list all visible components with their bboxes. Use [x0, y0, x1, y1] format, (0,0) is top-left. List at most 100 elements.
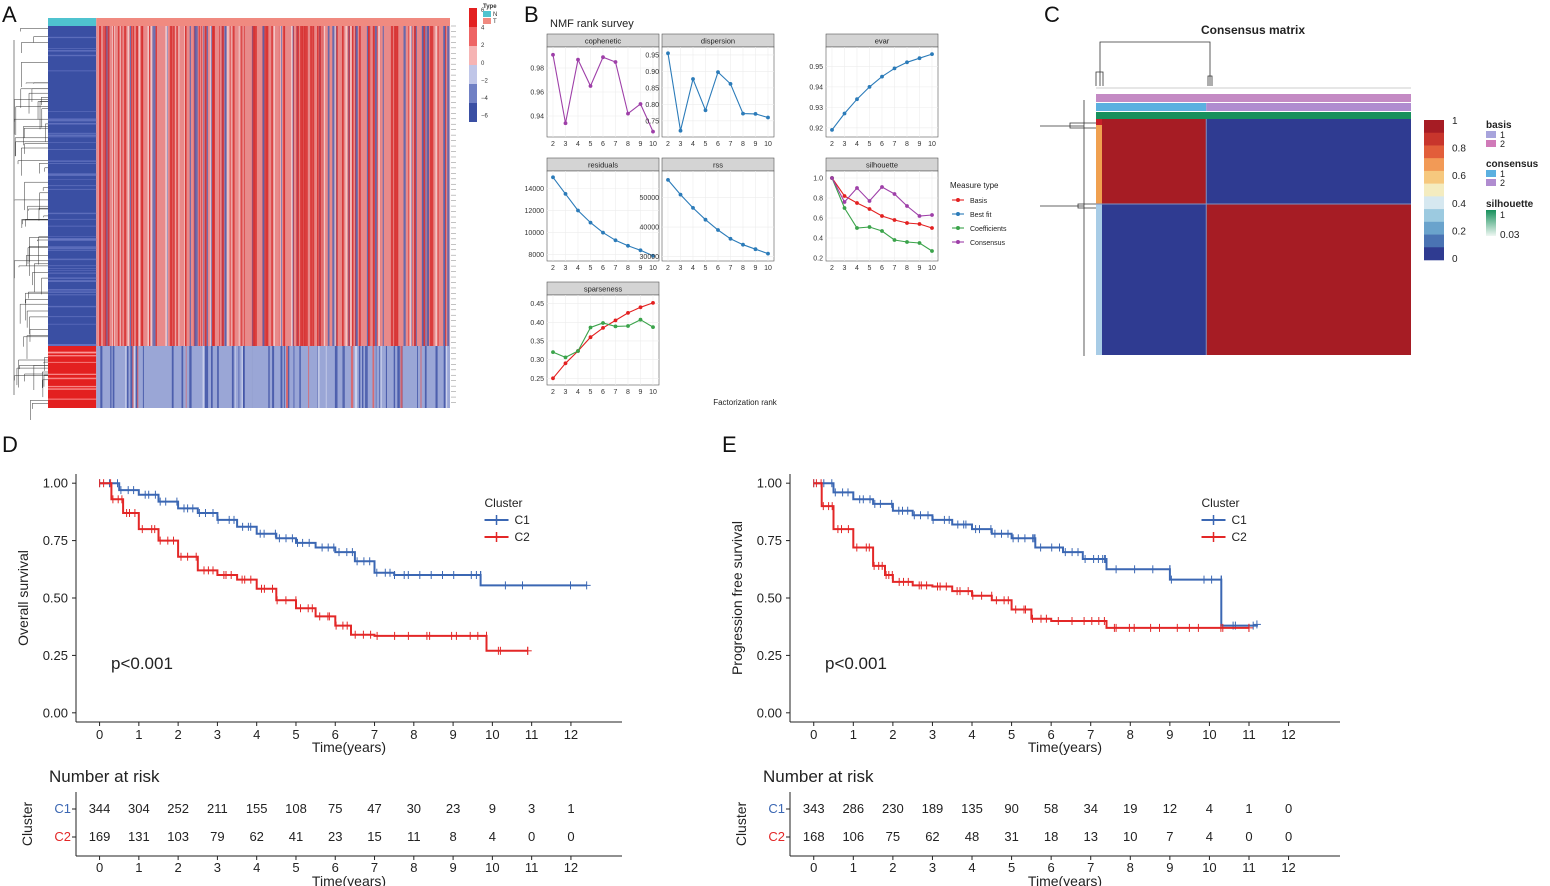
data-point	[842, 194, 847, 198]
data-point	[576, 208, 580, 213]
heat-stripe	[323, 26, 326, 346]
heat-stripe	[251, 346, 253, 408]
heat-stripe	[379, 26, 381, 346]
heat-stripe	[429, 26, 432, 346]
heat-row-stripe	[48, 268, 97, 269]
heat-stripe	[155, 26, 157, 346]
heat-stripe	[201, 26, 202, 346]
x-tick-label: 8	[626, 141, 630, 148]
risk-count: 286	[842, 801, 864, 816]
y-tick-label: 0.96	[530, 90, 544, 97]
x-tick-label: 4	[576, 141, 580, 148]
heat-row-stripe	[48, 173, 97, 175]
data-point	[917, 241, 922, 245]
x-tick-label: 10	[928, 141, 936, 148]
data-point	[613, 324, 618, 329]
x-tick-label: 4	[576, 265, 580, 272]
heat-stripe	[181, 346, 184, 408]
heat-stripe	[150, 26, 153, 346]
data-point	[551, 52, 555, 57]
heat-stripe	[238, 346, 240, 408]
data-point	[588, 220, 593, 225]
risk-count: 23	[328, 829, 342, 844]
legend-basis-title: basis	[1486, 120, 1512, 131]
risk-table-ylabel: Cluster	[733, 801, 749, 846]
heat-stripe	[445, 346, 448, 408]
facet-label-residuals: residuals	[588, 161, 618, 170]
color-scale-step	[1424, 145, 1444, 159]
x-tick-label: 8	[410, 727, 417, 742]
data-point	[930, 226, 934, 230]
x-tick-label: 12	[564, 727, 578, 742]
x-tick-label: 9	[449, 727, 456, 742]
risk-count: 75	[886, 829, 900, 844]
data-point	[678, 128, 683, 133]
heat-stripe	[189, 26, 191, 346]
x-tick-label: 5	[1008, 727, 1015, 742]
heat-stripe	[142, 346, 144, 408]
x-tick-label: 6	[332, 727, 339, 742]
risk-count: 9	[489, 801, 496, 816]
data-point	[867, 199, 872, 203]
color-scale-tick: 4	[481, 26, 485, 32]
data-point	[576, 349, 580, 353]
color-scale-tick: 0.4	[1452, 199, 1466, 210]
heat-stripe	[300, 26, 303, 346]
risk-x-tick-label: 0	[810, 860, 817, 875]
heat-stripe	[443, 26, 445, 346]
heat-stripe	[327, 26, 330, 346]
heat-stripe	[409, 26, 412, 346]
legend-label: Coefficients	[970, 226, 1007, 233]
x-tick-label: 5	[868, 265, 872, 272]
heat-stripe	[362, 346, 364, 408]
heat-stripe	[265, 26, 267, 346]
heat-row-stripe	[48, 111, 97, 112]
color-scale-tick: −2	[481, 78, 489, 84]
heat-stripe	[130, 346, 133, 408]
data-point	[601, 326, 605, 330]
heat-stripe	[332, 26, 335, 346]
heat-row-stripe	[48, 225, 97, 227]
heat-stripe	[297, 26, 300, 346]
heat-stripe	[299, 346, 301, 408]
y-tick-label: 0.80	[645, 102, 659, 109]
data-point	[905, 221, 909, 225]
data-point	[626, 324, 630, 328]
risk-count: 189	[922, 801, 944, 816]
heat-stripe	[138, 26, 141, 346]
x-tick-label: 9	[754, 141, 758, 148]
data-point	[766, 115, 770, 120]
x-tick-label: 7	[1087, 727, 1094, 742]
matrix-block-12	[1206, 119, 1411, 204]
heat-stripe	[278, 26, 280, 346]
heat-row-stripe	[48, 280, 97, 282]
risk-count: 0	[567, 829, 574, 844]
heat-row-stripe	[48, 351, 97, 353]
risk-x-tick-label: 11	[1242, 860, 1256, 875]
heat-row-stripe	[48, 218, 97, 220]
x-tick-label: 10	[649, 389, 657, 396]
heat-stripe	[310, 26, 313, 346]
heat-row-stripe	[48, 388, 97, 390]
heat-stripe	[382, 26, 384, 346]
risk-count: 19	[1123, 801, 1137, 816]
heat-row-stripe	[48, 352, 97, 354]
risk-x-tick-label: 3	[929, 860, 936, 875]
heat-stripe	[312, 26, 315, 346]
heat-stripe	[171, 346, 174, 408]
heat-stripe	[196, 26, 198, 346]
heat-stripe	[317, 26, 319, 346]
data-point	[691, 206, 695, 210]
legend-basis-swatch-2	[1486, 140, 1496, 147]
data-point	[651, 253, 655, 258]
heat-stripe	[176, 26, 178, 346]
left-dendrogram-leaf	[1069, 122, 1096, 129]
x-tick-label: 0	[96, 727, 103, 742]
heat-stripe	[149, 26, 152, 346]
heat-row-stripe	[48, 179, 97, 180]
heat-stripe	[107, 26, 110, 346]
heat-stripe	[301, 26, 303, 346]
heat-stripe	[287, 346, 290, 408]
heat-row-stripe	[48, 149, 97, 150]
